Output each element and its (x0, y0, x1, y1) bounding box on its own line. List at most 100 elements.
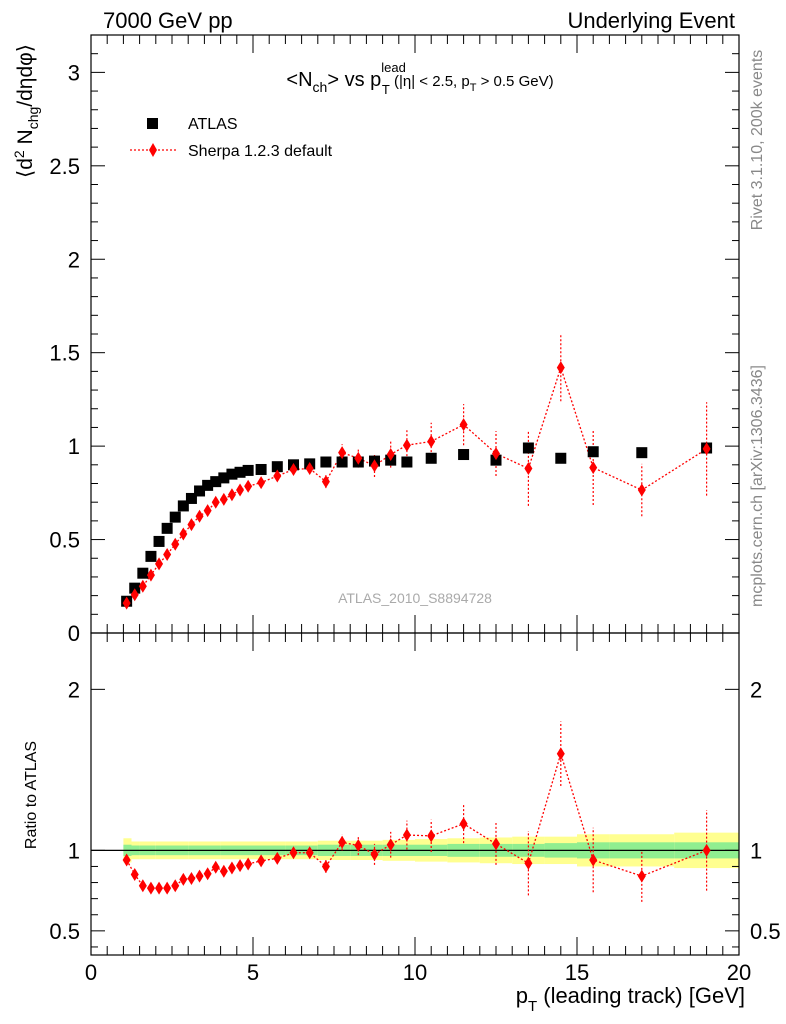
atlas-point (210, 476, 222, 488)
atlas-point (145, 550, 157, 562)
sherpa-point (459, 418, 468, 432)
ratio-point (524, 856, 533, 870)
ratio-point (219, 864, 228, 878)
ratio-point (203, 867, 212, 881)
atlas-point (218, 472, 230, 484)
sherpa-point (179, 527, 188, 541)
atlas-point (194, 485, 206, 497)
main-y-tick-label: 2 (68, 247, 80, 272)
rivet-label: Rivet 3.1.10, 200k events (749, 50, 766, 231)
mcplots-label: mcplots.cern.ch [arXiv:1306.3436] (749, 365, 766, 607)
sherpa-point (305, 462, 314, 476)
sherpa-point (138, 579, 147, 593)
plot-title: <Nch> vs plead T (|η| < 2.5, pT > 0.5 GeV… (286, 60, 553, 97)
x-axis-label: pT (leading track) [GeV] (516, 983, 745, 1015)
atlas-point (161, 522, 173, 534)
ratio-series-line (126, 751, 707, 889)
sherpa-point (321, 475, 330, 489)
main-y-tick-label: 0.5 (49, 528, 80, 553)
atlas-point (522, 442, 534, 454)
sherpa-point (171, 537, 180, 551)
atlas-point (255, 463, 267, 475)
ratio-point (492, 837, 500, 851)
ratio-panel-lines (126, 751, 707, 889)
atlas-point (177, 500, 189, 512)
atlas-point (137, 567, 149, 579)
sherpa-point (427, 434, 436, 448)
ratio-point (163, 881, 172, 895)
header-left: 7000 GeV pp (103, 8, 233, 33)
sherpa-point (338, 446, 347, 460)
sherpa-series-line (126, 365, 707, 604)
y-axis-label-ratio: Ratio to ATLAS (23, 741, 40, 849)
ratio-y-tick-label-left: 1 (68, 838, 80, 863)
atlas-point (271, 461, 283, 473)
ratio-point (257, 854, 266, 868)
sherpa-point (637, 483, 646, 497)
sherpa-point (195, 509, 204, 523)
sherpa-point (354, 451, 363, 465)
ratio-point (138, 879, 147, 893)
ratio-point (289, 846, 298, 860)
sherpa-point (130, 588, 139, 602)
ratio-panel-frame (90, 632, 740, 956)
sherpa-point (244, 479, 253, 493)
ratio-point (211, 860, 220, 874)
atlas-point (226, 468, 238, 480)
x-tick-label: 5 (247, 960, 259, 985)
atlas-point (636, 447, 648, 459)
atlas-point (185, 492, 197, 504)
sherpa-point (122, 596, 131, 610)
main-panel-points (121, 361, 713, 610)
ratio-point (236, 859, 245, 873)
atlas-point (320, 456, 332, 468)
sherpa-point (589, 461, 598, 475)
sherpa-point (556, 361, 565, 375)
x-tick-label: 20 (727, 960, 751, 985)
sherpa-point (227, 488, 236, 502)
sherpa-point (219, 492, 228, 506)
ratio-y-tick-label-right: 1 (750, 838, 762, 863)
header-right: Underlying Event (567, 8, 735, 33)
ratio-point (637, 869, 646, 883)
legend: ATLAS Sherpa 1.2.3 default (130, 116, 333, 160)
ratio-point (305, 846, 314, 860)
main-y-tick-label: 2.5 (49, 154, 80, 179)
ratio-point (589, 853, 598, 867)
ratio-point (338, 835, 347, 849)
main-y-tick-label: 1.5 (49, 341, 80, 366)
ratio-point (171, 879, 180, 893)
main-y-tick-label: 3 (68, 60, 80, 85)
ratio-panel-points (122, 747, 711, 895)
ratio-point (354, 839, 363, 853)
sherpa-point (370, 459, 379, 473)
ratio-point (179, 872, 188, 886)
legend-sherpa-marker (149, 143, 157, 157)
sherpa-point (524, 462, 533, 476)
sherpa-point (702, 442, 711, 456)
sherpa-point (187, 518, 196, 532)
atlas-point (169, 511, 181, 523)
sherpa-point (155, 557, 164, 571)
ratio-point (227, 861, 236, 875)
ratio-point (195, 869, 204, 883)
ratio-point (321, 859, 330, 873)
ratio-point (427, 829, 436, 843)
ratio-panel-errorbars (239, 721, 708, 902)
atlas-point (336, 456, 348, 468)
ratio-point (370, 847, 379, 861)
ratio-point (155, 881, 164, 895)
sherpa-point (163, 548, 172, 562)
ratio-point (556, 747, 565, 761)
atlas-point (202, 479, 214, 491)
sherpa-point (257, 476, 266, 490)
sherpa-point (236, 483, 245, 497)
ratio-point (273, 851, 282, 865)
sherpa-point (289, 462, 298, 476)
analysis-watermark: ATLAS_2010_S8894728 (338, 590, 492, 606)
x-tick-label: 15 (565, 960, 589, 985)
sherpa-point (211, 495, 220, 509)
ratio-point (244, 857, 253, 871)
atlas-point (401, 456, 413, 468)
